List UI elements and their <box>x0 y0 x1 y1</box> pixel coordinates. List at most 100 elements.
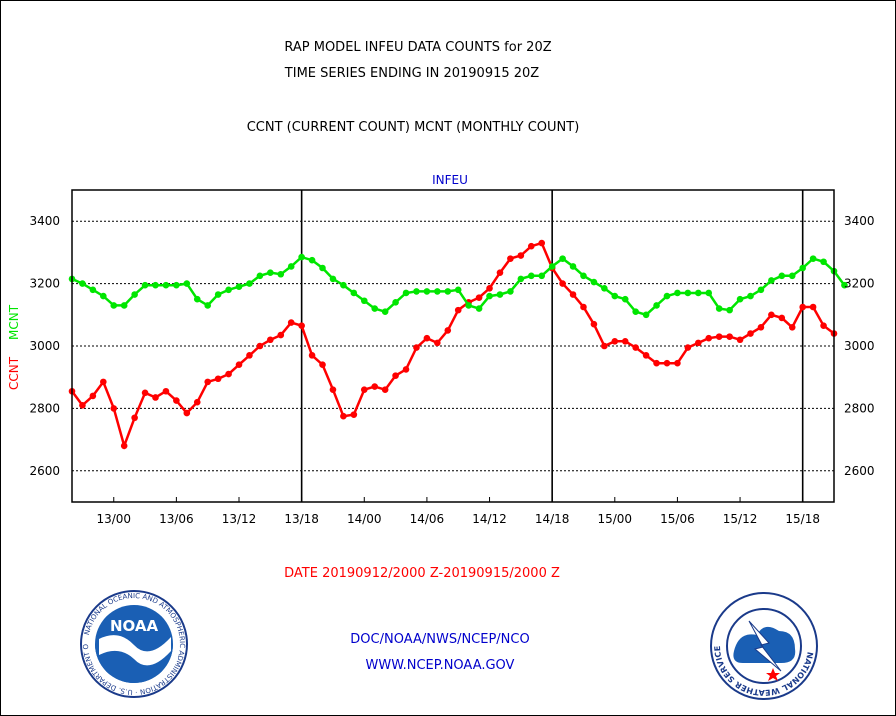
data-point-mcnt <box>392 299 399 306</box>
data-point-mcnt <box>287 263 295 270</box>
xtick-label: 15/18 <box>785 512 820 526</box>
xtick-label: 13/12 <box>222 512 257 526</box>
data-point-ccnt <box>454 306 462 314</box>
data-point-mcnt <box>204 302 211 309</box>
data-point-ccnt <box>141 389 149 397</box>
data-point-ccnt <box>726 333 733 340</box>
data-point-ccnt <box>486 284 493 292</box>
data-point-mcnt <box>548 263 556 270</box>
data-point-mcnt <box>173 281 180 289</box>
data-point-ccnt <box>340 412 347 420</box>
data-point-mcnt <box>308 256 316 264</box>
data-point-mcnt <box>152 281 159 289</box>
data-point-mcnt <box>79 280 86 287</box>
data-point-ccnt <box>757 323 765 331</box>
data-point-mcnt <box>246 280 253 287</box>
data-point-ccnt <box>214 375 222 383</box>
data-point-ccnt <box>183 409 191 417</box>
data-point-ccnt <box>235 361 243 369</box>
data-point-mcnt <box>788 272 796 280</box>
data-point-ccnt <box>402 366 410 373</box>
data-point-ccnt <box>381 386 389 393</box>
data-point-mcnt <box>663 292 671 300</box>
data-point-ccnt <box>319 361 326 369</box>
data-point-mcnt <box>381 308 389 315</box>
xtick-label: 15/12 <box>723 512 758 526</box>
data-point-mcnt <box>350 289 358 297</box>
data-point-ccnt <box>809 303 817 311</box>
data-point-mcnt <box>277 270 285 278</box>
data-point-mcnt <box>768 277 775 284</box>
chart-subtitle: CCNT (CURRENT COUNT) MCNT (MONTHLY COUNT… <box>246 120 580 135</box>
data-point-ccnt <box>601 342 608 350</box>
data-point-mcnt <box>642 311 650 319</box>
data-point-ccnt <box>517 252 525 259</box>
data-point-mcnt <box>757 286 765 294</box>
data-point-mcnt <box>329 275 337 283</box>
data-point-ccnt <box>329 386 337 393</box>
data-point-mcnt <box>465 302 472 309</box>
ytick-label-left: 3000 <box>29 339 60 353</box>
website-link[interactable]: WWW.NCEP.NOAA.GOV <box>365 658 515 673</box>
data-point-ccnt <box>695 339 702 347</box>
ylabel-mcnt-group: MCNT <box>7 304 21 340</box>
data-point-ccnt <box>475 294 483 301</box>
data-point-mcnt <box>507 288 514 295</box>
data-point-mcnt <box>131 291 138 298</box>
data-point-mcnt <box>621 295 629 303</box>
data-point-ccnt <box>559 280 566 287</box>
ytick-label-right: 3200 <box>844 277 875 291</box>
data-point-ccnt <box>527 242 535 250</box>
tick-layer: 2600 2600 2800 2800 3000 3000 3200 3200 3400 3400… <box>29 214 874 526</box>
data-point-mcnt <box>496 291 504 298</box>
data-point-mcnt <box>89 286 97 294</box>
data-point-mcnt <box>423 288 431 295</box>
data-point-mcnt <box>162 281 170 289</box>
grid-layer <box>72 220 834 472</box>
data-point-ccnt <box>79 401 86 409</box>
data-point-ccnt <box>736 336 744 344</box>
data-point-mcnt <box>267 269 274 276</box>
ytick-label-right: 2800 <box>844 401 875 415</box>
data-point-mcnt <box>809 255 817 262</box>
data-point-mcnt <box>141 281 149 289</box>
data-point-ccnt <box>225 370 232 378</box>
data-point-mcnt <box>100 292 107 300</box>
data-point-ccnt <box>131 414 138 422</box>
data-point-ccnt <box>674 359 681 367</box>
data-point-ccnt <box>778 314 786 322</box>
day-separator-layer <box>300 190 804 502</box>
data-point-mcnt <box>413 288 420 295</box>
data-point-ccnt <box>308 352 316 359</box>
credit-line: DOC/NOAA/NWS/NCEP/NCO <box>350 632 530 647</box>
xtick-label: 15/00 <box>597 512 632 526</box>
data-point-mcnt <box>319 264 326 272</box>
data-point-mcnt <box>684 289 692 297</box>
chart-title-line2: TIME SERIES ENDING IN 20190915 20Z <box>284 66 540 81</box>
data-point-mcnt <box>580 272 587 280</box>
xtick-label: 13/06 <box>159 512 194 526</box>
data-point-mcnt <box>695 289 702 297</box>
data-point-mcnt <box>569 263 577 270</box>
data-point-mcnt <box>715 305 723 312</box>
data-point-ccnt <box>287 319 295 326</box>
data-point-mcnt <box>726 306 733 314</box>
data-point-mcnt <box>193 295 201 303</box>
ytick-label-right: 3400 <box>844 214 875 228</box>
data-point-ccnt <box>298 322 305 330</box>
noaa-logo-icon: NOAA NATIONAL OCEANIC AND ATMOSPHERIC AD… <box>79 589 188 698</box>
xtick-label: 14/00 <box>347 512 382 526</box>
data-point-mcnt <box>256 272 264 280</box>
data-point-ccnt <box>152 394 159 401</box>
data-point-ccnt <box>663 359 671 367</box>
nws-logo-icon: NATIONAL WEATHER SERVICE <box>710 592 818 700</box>
data-point-mcnt <box>538 272 546 280</box>
data-point-ccnt <box>413 344 420 351</box>
data-point-mcnt <box>235 283 243 291</box>
data-point-ccnt <box>204 378 211 386</box>
xtick-label: 13/00 <box>96 512 131 526</box>
data-point-mcnt <box>653 302 660 309</box>
data-point-ccnt <box>653 359 660 367</box>
data-point-mcnt <box>674 289 681 297</box>
